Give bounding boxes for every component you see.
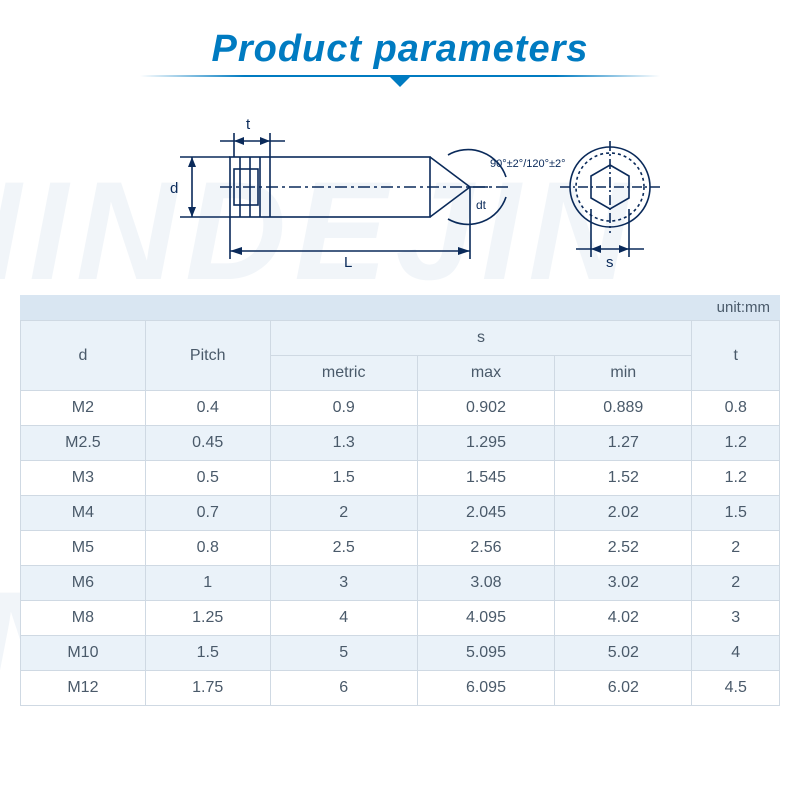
dim-dt: dt	[476, 198, 487, 212]
unit-label: unit:mm	[20, 295, 780, 320]
cell-metric: 1.3	[270, 426, 417, 461]
dim-L: L	[344, 254, 352, 271]
cell-t: 1.2	[692, 461, 780, 496]
cell-pitch: 0.5	[145, 461, 270, 496]
cell-d: M12	[21, 671, 146, 706]
dim-d: d	[170, 180, 178, 197]
cell-max: 4.095	[417, 601, 554, 636]
cell-max: 3.08	[417, 566, 554, 601]
cell-d: M5	[21, 531, 146, 566]
cell-max: 1.295	[417, 426, 554, 461]
cell-min: 2.52	[555, 531, 692, 566]
cell-pitch: 0.7	[145, 496, 270, 531]
cell-t: 4.5	[692, 671, 780, 706]
cell-min: 2.02	[555, 496, 692, 531]
cell-metric: 0.9	[270, 391, 417, 426]
cell-d: M6	[21, 566, 146, 601]
cell-max: 2.56	[417, 531, 554, 566]
cell-min: 5.02	[555, 636, 692, 671]
dim-t: t	[246, 116, 251, 133]
table-row: M40.722.0452.021.5	[21, 496, 780, 531]
cell-d: M2	[21, 391, 146, 426]
cell-metric: 6	[270, 671, 417, 706]
table-row: M30.51.51.5451.521.2	[21, 461, 780, 496]
col-s-min: min	[555, 356, 692, 391]
cell-metric: 1.5	[270, 461, 417, 496]
table-row: M101.555.0955.024	[21, 636, 780, 671]
table-row: M6133.083.022	[21, 566, 780, 601]
schematic-diagram: d t L dt 90°±2°/120°±2° s	[110, 97, 690, 277]
cell-pitch: 0.45	[145, 426, 270, 461]
cell-min: 4.02	[555, 601, 692, 636]
cell-d: M3	[21, 461, 146, 496]
cell-t: 2	[692, 531, 780, 566]
cell-max: 0.902	[417, 391, 554, 426]
cell-metric: 3	[270, 566, 417, 601]
table-row: M50.82.52.562.522	[21, 531, 780, 566]
cell-pitch: 1	[145, 566, 270, 601]
cell-t: 3	[692, 601, 780, 636]
cell-t: 1.5	[692, 496, 780, 531]
cell-pitch: 1.5	[145, 636, 270, 671]
cell-t: 0.8	[692, 391, 780, 426]
table-row: M20.40.90.9020.8890.8	[21, 391, 780, 426]
table-row: M121.7566.0956.024.5	[21, 671, 780, 706]
cell-max: 1.545	[417, 461, 554, 496]
cell-pitch: 0.4	[145, 391, 270, 426]
cell-metric: 2.5	[270, 531, 417, 566]
col-d: d	[21, 321, 146, 391]
cell-min: 1.27	[555, 426, 692, 461]
cell-t: 1.2	[692, 426, 780, 461]
table-row: M81.2544.0954.023	[21, 601, 780, 636]
parameters-table-wrap: unit:mm d Pitch s t metric max min M20.4…	[20, 295, 780, 706]
col-s-metric: metric	[270, 356, 417, 391]
cell-metric: 5	[270, 636, 417, 671]
cell-metric: 4	[270, 601, 417, 636]
col-pitch: Pitch	[145, 321, 270, 391]
chevron-down-icon	[390, 77, 410, 87]
title-block: Product parameters	[0, 0, 800, 87]
cell-max: 2.045	[417, 496, 554, 531]
cell-d: M2.5	[21, 426, 146, 461]
col-s-max: max	[417, 356, 554, 391]
cell-metric: 2	[270, 496, 417, 531]
cell-min: 6.02	[555, 671, 692, 706]
cell-min: 0.889	[555, 391, 692, 426]
page-title: Product parameters	[0, 28, 800, 71]
cell-d: M8	[21, 601, 146, 636]
cell-max: 6.095	[417, 671, 554, 706]
table-row: M2.50.451.31.2951.271.2	[21, 426, 780, 461]
cell-t: 4	[692, 636, 780, 671]
cell-pitch: 1.75	[145, 671, 270, 706]
col-t: t	[692, 321, 780, 391]
parameters-table: d Pitch s t metric max min M20.40.90.902…	[20, 320, 780, 706]
cell-max: 5.095	[417, 636, 554, 671]
dim-angle: 90°±2°/120°±2°	[490, 158, 566, 170]
col-s: s	[270, 321, 692, 356]
cell-d: M4	[21, 496, 146, 531]
dim-s: s	[606, 254, 614, 271]
cell-t: 2	[692, 566, 780, 601]
cell-d: M10	[21, 636, 146, 671]
cell-pitch: 1.25	[145, 601, 270, 636]
cell-pitch: 0.8	[145, 531, 270, 566]
cell-min: 3.02	[555, 566, 692, 601]
cell-min: 1.52	[555, 461, 692, 496]
